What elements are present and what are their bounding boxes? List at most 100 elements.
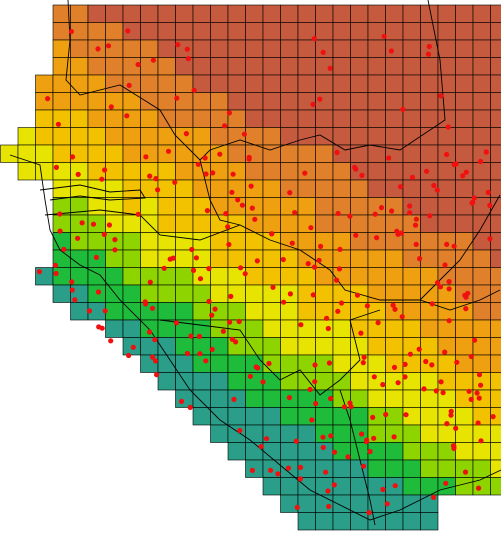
site-dot xyxy=(384,501,390,507)
grid-cell xyxy=(280,319,299,338)
site-dot xyxy=(354,292,361,298)
grid-cell xyxy=(87,214,106,233)
site-dot xyxy=(402,361,408,367)
site-dot xyxy=(226,110,232,116)
grid-cell xyxy=(175,354,194,373)
grid-cell xyxy=(455,179,474,198)
site-dot xyxy=(371,374,377,380)
grid-cell xyxy=(367,214,386,233)
grid-cell xyxy=(245,4,264,23)
grid-cell xyxy=(227,57,246,76)
grid-cell xyxy=(332,319,351,338)
grid-cell xyxy=(490,372,501,391)
site-dot xyxy=(334,277,340,283)
site-dot xyxy=(112,237,118,243)
grid-cell xyxy=(210,57,229,76)
site-dot xyxy=(478,382,484,388)
grid-cell xyxy=(52,92,71,111)
grid-cell xyxy=(367,127,386,146)
grid-cell xyxy=(350,57,369,76)
grid-cell xyxy=(315,284,334,303)
grid-cell xyxy=(70,57,89,76)
grid-cell xyxy=(490,337,501,356)
grid-cell xyxy=(262,407,281,426)
grid-cell xyxy=(122,214,141,233)
grid-cell xyxy=(455,372,474,391)
border xyxy=(65,0,446,161)
grid-cell xyxy=(210,39,229,58)
grid-cell xyxy=(262,302,281,321)
site-dot xyxy=(442,262,448,268)
grid-cell xyxy=(350,494,369,513)
grid-cell xyxy=(227,232,246,251)
site-dot xyxy=(448,412,454,418)
site-dot xyxy=(403,412,409,418)
grid-cell xyxy=(157,92,176,111)
site-dot xyxy=(188,333,194,339)
site-dot xyxy=(101,231,107,237)
grid-cell xyxy=(472,92,491,111)
grid-cell xyxy=(0,144,19,163)
site-dot xyxy=(388,48,394,54)
grid-cell xyxy=(420,407,439,426)
grid-cell xyxy=(455,407,474,426)
grid-cell xyxy=(472,22,491,41)
grid-cell xyxy=(280,407,299,426)
site-dot xyxy=(90,221,97,227)
site-dot xyxy=(483,149,489,155)
site-dot xyxy=(444,241,450,247)
grid-cell xyxy=(472,302,491,321)
grid-cell xyxy=(175,144,194,163)
site-dot xyxy=(316,257,322,263)
grid-cell xyxy=(210,22,229,41)
grid-cell xyxy=(332,39,351,58)
grid-cell xyxy=(210,337,229,356)
grid-cell xyxy=(140,232,159,251)
site-dot xyxy=(391,364,398,370)
grid-cell xyxy=(210,389,229,408)
grid-cell xyxy=(157,162,176,181)
grid-cell xyxy=(52,284,71,303)
grid-cell xyxy=(472,477,491,496)
grid-cell xyxy=(122,162,141,181)
site-dot xyxy=(326,360,332,366)
grid-cell xyxy=(175,302,194,321)
site-dot xyxy=(407,210,413,216)
grid-cell xyxy=(332,459,351,478)
site-dot xyxy=(435,280,441,286)
grid-cell xyxy=(245,337,264,356)
grid-cell xyxy=(140,22,159,41)
grid-cell xyxy=(227,389,246,408)
grid-cell xyxy=(87,74,106,93)
grid-cell xyxy=(455,214,474,233)
grid-cell xyxy=(227,162,246,181)
site-dot xyxy=(318,243,324,249)
site-dot xyxy=(86,308,92,314)
grid-cell xyxy=(297,442,316,461)
site-dot xyxy=(402,374,408,380)
grid-cell xyxy=(70,162,89,181)
grid-cell xyxy=(70,109,89,128)
grid-cell xyxy=(175,162,194,181)
grid-cell xyxy=(367,459,386,478)
grid-cell xyxy=(297,109,316,128)
grid-cell xyxy=(175,197,194,216)
grid-cell xyxy=(437,459,456,478)
site-dot xyxy=(152,337,158,343)
grid-cell xyxy=(385,162,404,181)
site-dot xyxy=(424,168,430,174)
border xyxy=(419,194,501,301)
grid-cell xyxy=(262,57,281,76)
grid-cell xyxy=(350,372,369,391)
grid-cell xyxy=(420,92,439,111)
grid-cell xyxy=(402,179,421,198)
grid-cell xyxy=(210,179,229,198)
grid-cell xyxy=(332,424,351,443)
grid-cell xyxy=(262,39,281,58)
grid-cell xyxy=(105,267,124,286)
grid-cell xyxy=(332,284,351,303)
site-dot xyxy=(108,104,114,110)
site-dot xyxy=(453,425,459,431)
site-dot xyxy=(421,386,427,392)
